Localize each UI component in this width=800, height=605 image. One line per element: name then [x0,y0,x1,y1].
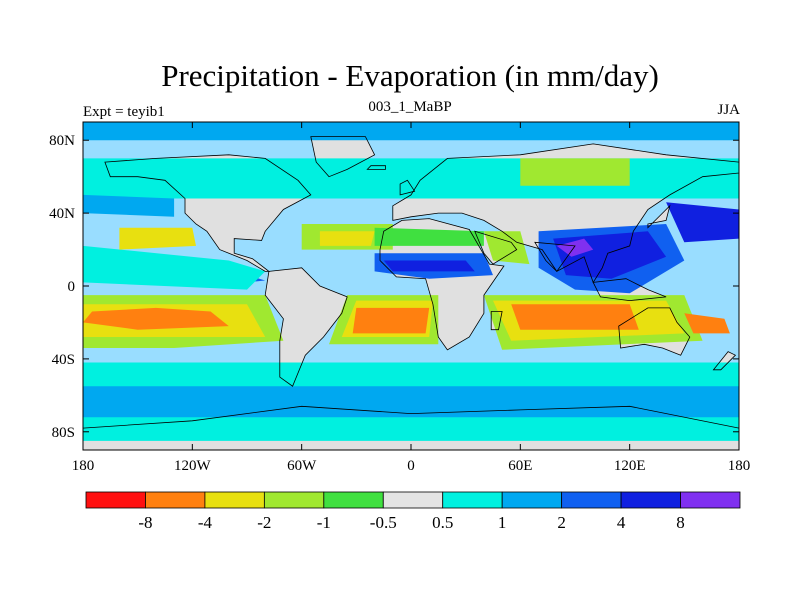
coastline-greenland [310,136,376,178]
colorbar-swatch [263,491,325,509]
contour-region-southern-cyan-band [83,362,739,387]
contour-region-north-pacific-blue [83,194,175,217]
coastline-iceland [366,165,386,170]
colorbar-label: -8 [138,513,152,532]
coastline-arabia [474,230,518,265]
colorbar-swatch [382,491,444,509]
y-tick-label: 0 [68,279,76,295]
contour-region-arabian-green [483,231,530,265]
coastline-uk [399,179,416,196]
contour-region-asian-monsoon-max [556,238,594,257]
contour-region-north-pacific [666,202,739,243]
contour-region-indian-ocean-orange [511,304,639,330]
coastline-australia [618,307,691,356]
colorbar-swatch [561,491,622,509]
colorbar-swatch [680,491,741,509]
contour-region-south-atlantic-orange [352,307,430,334]
colorbar-swatch [442,491,503,509]
colorbar-label: 4 [617,513,626,532]
colorbar-swatch [620,491,681,509]
coastline-japan [647,204,671,229]
contour-region-south-pacific-orange [83,307,229,330]
colorbar-label: -1 [317,513,331,532]
colorbar-label: -0.5 [370,513,397,532]
coastline-new-zealand [712,351,737,371]
colorbar-swatch [501,491,563,509]
coastline-north-america [104,154,312,272]
x-tick-label: 0 [407,458,415,474]
colorbar-label: 1 [498,513,507,532]
x-tick-label: 60W [287,458,317,474]
x-tick-label: 180 [72,458,95,474]
coastline-africa [379,218,505,351]
colorbar-label: 0.5 [432,513,453,532]
coastlines [83,136,739,450]
colorbar-swatch [85,491,146,509]
coastline-madagascar [490,311,503,331]
page-title: Precipitation - Evaporation (in mm/day) [161,58,659,93]
contour-region-north-africa-edge [374,227,484,246]
coastline-south-america [264,267,348,387]
y-tick-label: 80N [49,133,75,149]
colorbar-label: 8 [676,513,685,532]
time-label: 003_1_MaBP [368,99,452,115]
colorbar-swatch [323,491,384,509]
coastline-india [534,241,576,273]
coastline-indonesia [592,278,667,302]
x-tick-label: 60E [508,458,532,474]
season-label: JJA [717,102,740,118]
colorbar-swatch [204,491,265,509]
y-tick-label: 40N [49,206,75,222]
contour-region-north-pacific-yellow [119,227,196,250]
colorbar-label: -2 [257,513,271,532]
land-fill-africa [380,218,504,350]
contour-region-ITCZ-pacific-edge [83,245,266,290]
x-tick-label: 120E [614,458,646,474]
contour-region-east-pacific-orange [684,313,730,334]
contour-region-siberia-green [520,158,630,186]
experiment-label: Expt = teyib1 [83,104,165,120]
contour-region-south-high-lat [83,417,739,441]
colorbar: -8 -4 -2 -1 -0.5 0.5 1 2 4 8 [85,491,741,532]
y-tick-label: 80S [52,425,75,441]
x-tick-label: 180 [728,458,751,474]
colorbar-swatch [145,491,206,509]
coastline-antarctica [83,405,739,450]
y-tick-label: 40S [52,352,75,368]
contour-region-southern-ocean-band [83,377,739,429]
contour-region-monsoon-africa-core [383,260,475,272]
axis-ticks: 180 120W 60W 0 60E 120E 180 80N 40N 0 40S 80S [49,122,750,474]
contour-region-north-pole [83,122,739,141]
coastline-eurasia [392,143,739,284]
land-fill-south-america [265,267,348,387]
colorbar-label: 2 [557,513,566,532]
map-plot-area [83,122,739,450]
x-tick-label: 120W [174,458,212,474]
contour-region-north-atlantic-yellow [319,231,375,246]
colorbar-label: -4 [198,513,213,532]
